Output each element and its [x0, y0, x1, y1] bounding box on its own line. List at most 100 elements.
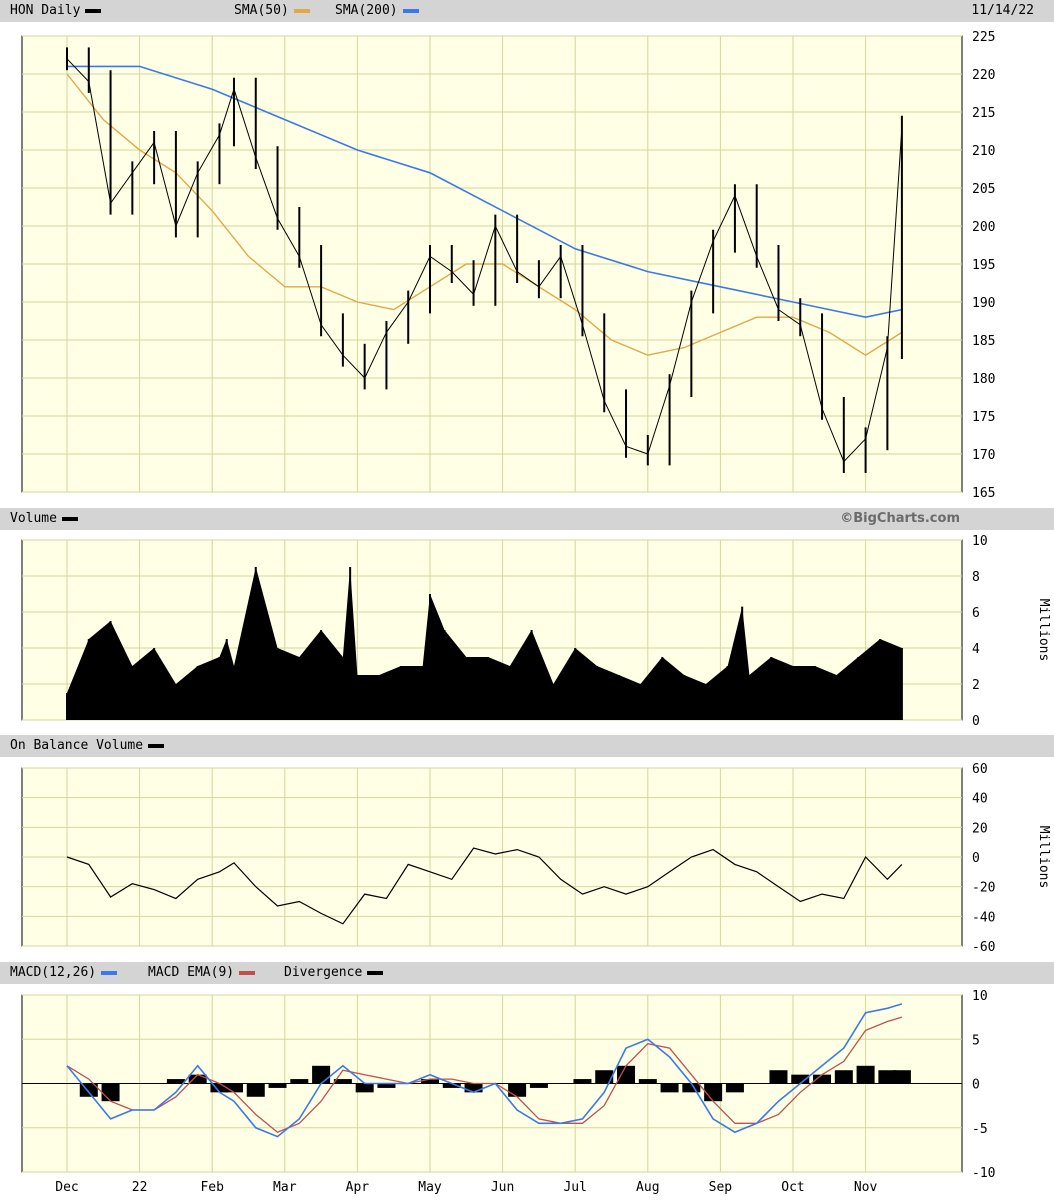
- divergence-bar: [421, 1079, 439, 1084]
- divergence-bar: [166, 1079, 185, 1084]
- obv-swatch: [148, 743, 165, 748]
- sma50-label: SMA(50): [234, 3, 289, 18]
- volume-label: Volume: [10, 511, 57, 526]
- divergence-swatch: [367, 970, 384, 975]
- x-tick-label: Dec: [55, 1180, 78, 1195]
- price-tick-label: 215: [972, 106, 995, 121]
- macd-ema-swatch: [239, 970, 256, 975]
- divergence-bar: [508, 1083, 527, 1097]
- sma50-swatch: [293, 8, 310, 13]
- millions-axis-label: Millions: [1036, 826, 1051, 889]
- macd-tick-label: 10: [972, 989, 988, 1004]
- divergence-bar: [529, 1083, 548, 1088]
- macd-ema-label: MACD EMA(9): [148, 965, 235, 980]
- obv-label: On Balance Volume: [10, 738, 144, 753]
- divergence-bar: [210, 1083, 229, 1093]
- macd-tick-label: 0: [972, 1078, 980, 1093]
- divergence-bar: [188, 1074, 207, 1084]
- divergence-bar: [442, 1083, 461, 1088]
- divergence-bar: [704, 1083, 723, 1102]
- obv-line: [66, 847, 903, 925]
- macd-label: MACD(12,26): [10, 965, 97, 980]
- obv-tick-label: 60: [972, 762, 988, 777]
- obv-header-bar: On Balance Volume: [0, 735, 1054, 757]
- divergence-bar: [377, 1083, 396, 1088]
- divergence-bar: [312, 1065, 331, 1084]
- divergence-bar: [892, 1070, 911, 1084]
- divergence-bar: [725, 1083, 744, 1093]
- divergence-bar: [224, 1083, 243, 1093]
- volume-tick-label: 8: [972, 570, 980, 585]
- divergence-bar: [246, 1083, 265, 1097]
- divergence-legend: Divergence: [284, 965, 384, 980]
- macd-legend: MACD(12,26): [10, 965, 118, 980]
- x-tick-label: Oct: [781, 1180, 804, 1195]
- x-tick-label: Apr: [346, 1180, 370, 1195]
- price-swatch: [85, 8, 102, 13]
- x-tick-label: Jul: [563, 1180, 586, 1195]
- volume-header-bar: Volume ©BigCharts.com: [0, 508, 1054, 530]
- volume-swatch: [61, 516, 78, 521]
- macd-tick-label: -10: [972, 1166, 995, 1181]
- sma50-legend: SMA(50): [234, 3, 310, 18]
- volume-tick-label: 4: [972, 642, 980, 657]
- volume-tick-label: 10: [972, 534, 988, 549]
- divergence-bar: [617, 1065, 636, 1084]
- divergence-bar: [573, 1079, 592, 1084]
- divergence-label: Divergence: [284, 965, 363, 980]
- divergence-bar: [878, 1070, 897, 1084]
- obv-tick-label: -40: [972, 910, 995, 925]
- x-tick-label: Mar: [273, 1180, 297, 1195]
- divergence-bar: [856, 1065, 875, 1084]
- divergence-bar: [101, 1083, 120, 1102]
- volume-tick-label: 2: [972, 678, 980, 693]
- millions-axis-label: Millions: [1036, 599, 1051, 662]
- x-tick-label: Sep: [709, 1180, 733, 1195]
- price-tick-label: 210: [972, 144, 995, 159]
- price-tick-label: 165: [972, 486, 995, 501]
- divergence-bar: [355, 1083, 374, 1093]
- volume-tick-label: 0: [972, 714, 980, 729]
- macd-line: [66, 1003, 903, 1138]
- obv-tick-label: 0: [972, 851, 980, 866]
- price-tick-label: 195: [972, 258, 995, 273]
- divergence-bar: [268, 1083, 287, 1088]
- macd-tick-label: 5: [972, 1033, 980, 1048]
- volume-legend: Volume: [10, 511, 78, 526]
- divergence-bar: [813, 1074, 832, 1084]
- price-tick-label: 180: [972, 372, 995, 387]
- price-tick-label: 170: [972, 448, 995, 463]
- price-close-line: [66, 58, 903, 463]
- macd-swatch: [101, 970, 118, 975]
- chart-title: HON Daily: [10, 3, 102, 18]
- obv-tick-label: 40: [972, 792, 988, 807]
- price-header-bar: HON Daily SMA(50) SMA(200) 11/14/22: [0, 0, 1054, 22]
- obv-panel: -60 -40 -20 0 20 40 60: [21, 762, 995, 955]
- divergence-bar: [791, 1074, 810, 1084]
- volume-tick-label: 6: [972, 606, 980, 621]
- obv-tick-label: -60: [972, 940, 995, 955]
- divergence-bar: [595, 1070, 614, 1084]
- sma200-swatch: [402, 8, 419, 13]
- copyright-label: ©BigCharts.com: [840, 511, 960, 526]
- x-tick-label: 22: [132, 1180, 148, 1195]
- macd-panel: -10 -5 0 5 10: [21, 989, 995, 1181]
- volume-panel: 0 2 4 6 8 10: [21, 534, 988, 729]
- ticker-label: HON Daily: [10, 3, 81, 18]
- macd-ema-legend: MACD EMA(9): [148, 965, 256, 980]
- x-tick-label: Feb: [200, 1180, 224, 1195]
- x-tick-label: Aug: [636, 1180, 659, 1195]
- price-tick-label: 205: [972, 182, 995, 197]
- divergence-bar: [333, 1079, 352, 1084]
- divergence-bar: [769, 1070, 788, 1084]
- price-tick-label: 185: [972, 334, 995, 349]
- price-tick-label: 190: [972, 296, 995, 311]
- sma50-line: [66, 73, 903, 357]
- sma200-line: [67, 65, 903, 319]
- price-tick-label: 200: [972, 220, 995, 235]
- x-tick-label: May: [418, 1180, 442, 1195]
- price-tick-label: 220: [972, 68, 995, 83]
- x-tick-label: Nov: [854, 1180, 878, 1195]
- macd-header-bar: MACD(12,26) MACD EMA(9) Divergence: [0, 962, 1054, 984]
